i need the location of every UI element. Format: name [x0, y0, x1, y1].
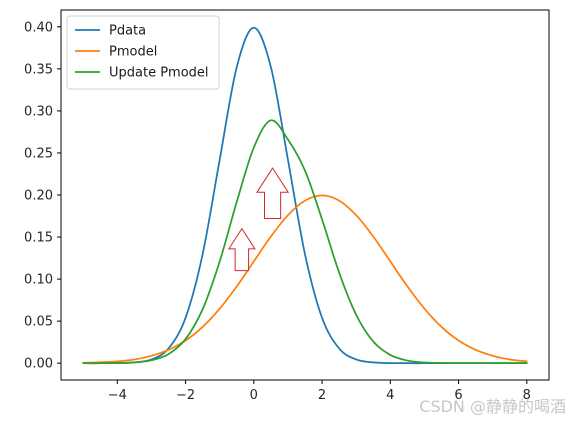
legend-label-2: Update Pmodel [109, 66, 209, 81]
x-tick-label-6: 8 [523, 388, 531, 403]
y-tick-label-6: 0.30 [24, 104, 53, 119]
series-line-2 [82, 119, 528, 365]
legend-label-1: Pmodel [109, 45, 157, 60]
x-tick-label-0: −4 [108, 388, 127, 403]
y-tick-label-0: 0.00 [24, 357, 53, 372]
y-tick-label-5: 0.25 [24, 146, 53, 161]
x-tick-label-3: 2 [318, 388, 326, 403]
legend: Pdata Pmodel Update Pmodel [66, 15, 220, 90]
y-tick-label-2: 0.10 [24, 273, 53, 288]
x-tick-label-2: 0 [250, 388, 258, 403]
legend-box [66, 15, 220, 90]
y-tick-label-3: 0.15 [24, 231, 53, 246]
axes: −4 −2 0 2 4 6 8 0.00 0.05 0.10 0.15 0.20 0.25 0.30 0.3… [24, 9, 550, 403]
y-tick-label-1: 0.05 [24, 315, 53, 330]
legend-label-0: Pdata [109, 24, 146, 39]
y-tick-label-4: 0.20 [24, 189, 53, 204]
y-tick-label-7: 0.35 [24, 62, 53, 77]
x-tick-label-5: 6 [454, 388, 462, 403]
x-tick-label-1: −2 [176, 388, 195, 403]
y-tick-label-8: 0.40 [24, 20, 53, 35]
x-tick-label-4: 4 [386, 388, 394, 403]
annotation-arrow-0 [256, 167, 290, 220]
watermark-text: CSDN @静静的喝酒 [419, 397, 566, 416]
annotation-arrow-1 [227, 227, 256, 272]
series-line-1 [82, 194, 528, 364]
